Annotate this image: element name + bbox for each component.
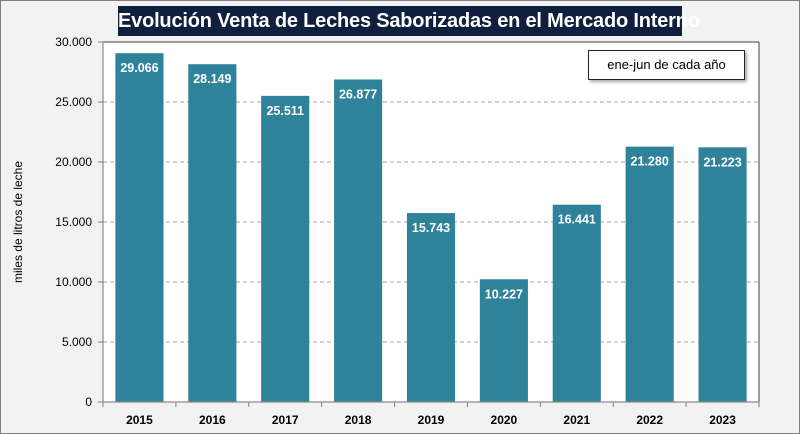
bar-2018 bbox=[334, 79, 383, 402]
data-label-2020: 10.227 bbox=[485, 287, 523, 301]
bar-2020 bbox=[479, 279, 528, 402]
bar-2022 bbox=[625, 146, 674, 402]
data-label-2015: 29.066 bbox=[120, 61, 158, 75]
data-label-2018: 26.877 bbox=[339, 87, 377, 101]
bars: 29.066 28.149 25.511 26.877 15.743 10.227 16.4… bbox=[115, 53, 747, 403]
x-tick-label-2018: 2018 bbox=[345, 413, 372, 427]
bar-2017 bbox=[261, 95, 310, 403]
data-label-2021: 16.441 bbox=[558, 213, 596, 227]
bar-2015 bbox=[115, 53, 164, 402]
chart-title: Evolución Venta de Leches Saborizadas en… bbox=[118, 6, 700, 36]
axes: 0 5.000 10.000 15.000 20.000 25.000 30.000 2015… bbox=[55, 35, 760, 427]
x-tick-label-2022: 2022 bbox=[636, 413, 663, 427]
data-label-2017: 25.511 bbox=[266, 104, 304, 118]
y-tick-label: 25.000 bbox=[55, 95, 92, 109]
x-tick-label-2015: 2015 bbox=[126, 413, 153, 427]
y-tick-label: 5.000 bbox=[62, 335, 92, 349]
x-tick-label-2023: 2023 bbox=[709, 413, 736, 427]
bar-2016 bbox=[188, 64, 237, 402]
x-tick-label-2019: 2019 bbox=[418, 413, 445, 427]
y-tick-label: 10.000 bbox=[55, 275, 92, 289]
bar-2023 bbox=[698, 147, 747, 402]
bar-2021 bbox=[552, 204, 601, 402]
y-tick-label: 0 bbox=[85, 395, 92, 409]
y-tick-label: 20.000 bbox=[55, 155, 92, 169]
x-tick-label-2016: 2016 bbox=[199, 413, 226, 427]
period-annotation: ene-jun de cada año bbox=[588, 50, 745, 80]
y-axis-title: miles de litros de leche bbox=[11, 161, 25, 283]
y-tick-label: 30.000 bbox=[55, 35, 92, 49]
data-label-2019: 15.743 bbox=[412, 221, 450, 235]
x-tick-label-2020: 2020 bbox=[491, 413, 518, 427]
data-label-2016: 28.149 bbox=[193, 72, 231, 86]
y-tick-label: 15.000 bbox=[55, 215, 92, 229]
data-label-2022: 21.280 bbox=[631, 155, 669, 169]
bar-2019 bbox=[406, 213, 456, 402]
x-tick-label-2017: 2017 bbox=[272, 413, 299, 427]
data-label-2023: 21.223 bbox=[703, 155, 741, 169]
x-tick-label-2021: 2021 bbox=[563, 413, 590, 427]
